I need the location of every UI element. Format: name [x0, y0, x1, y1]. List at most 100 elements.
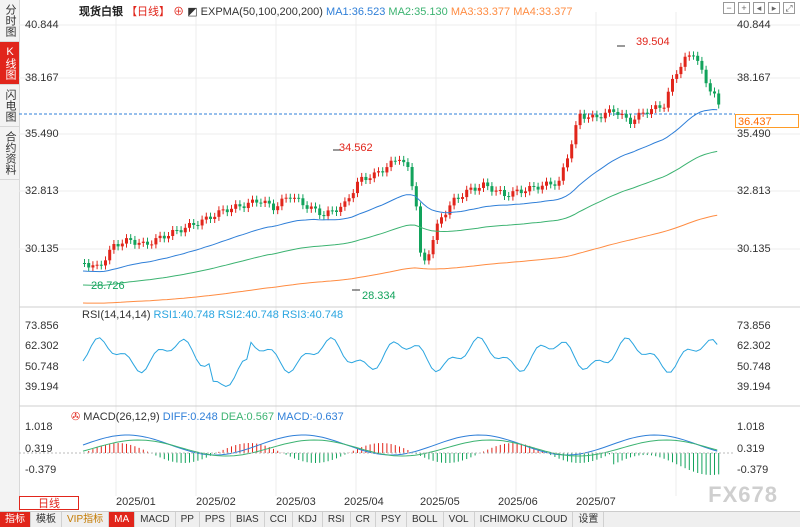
candle-body	[154, 238, 158, 245]
candle-body	[360, 176, 364, 182]
tab-template[interactable]: 模板	[31, 512, 62, 527]
tab-pps[interactable]: PPS	[200, 512, 231, 527]
candle-body	[717, 93, 721, 105]
candle-body	[515, 189, 519, 192]
move-right-icon[interactable]: ▸	[768, 2, 780, 14]
tab-flash-chart[interactable]: 闪电图	[0, 85, 19, 127]
candle-body	[696, 55, 700, 61]
tab-macd[interactable]: MACD	[135, 512, 176, 527]
tab-ichimoku-cloud[interactable]: ICHIMOKU CLOUD	[475, 512, 574, 527]
candle-body	[578, 113, 582, 126]
rsi-axis-label-right: 50.748	[737, 361, 771, 373]
candle-body	[683, 56, 687, 67]
zoom-in-icon[interactable]: +	[738, 2, 750, 14]
candle-body	[280, 198, 284, 207]
tab-cr[interactable]: CR	[351, 512, 376, 527]
candle-body	[675, 74, 679, 79]
zoom-out-icon[interactable]: −	[723, 2, 735, 14]
candle-body	[406, 162, 410, 168]
candle-body	[456, 197, 460, 199]
candle-body	[99, 264, 103, 266]
candle-body	[671, 78, 674, 92]
tab-settings[interactable]: 设置	[573, 512, 605, 527]
rsi-axis-label: 50.748	[25, 361, 59, 373]
candle-body	[389, 160, 393, 168]
candle-body	[574, 125, 578, 145]
rsi-axis-label: 62.302	[25, 340, 59, 352]
candlestick-series	[83, 51, 721, 272]
candle-body	[293, 197, 296, 199]
candle-body	[83, 263, 86, 264]
candle-body	[624, 113, 628, 118]
tab-psy[interactable]: PSY	[376, 512, 408, 527]
ma3-line	[82, 214, 718, 304]
y-axis-left-label: 32.813	[25, 185, 59, 197]
candle-body	[637, 112, 641, 120]
tab-ma[interactable]: MA	[109, 512, 136, 527]
chart-area[interactable]: 现货白银 【日线】 ⊕ ◩ EXPMA(50,100,200,200) MA1:…	[19, 0, 800, 496]
tab-indicator[interactable]: 指标	[0, 512, 31, 527]
tab-time-chart[interactable]: 分时图	[0, 0, 19, 42]
fullscreen-icon[interactable]: ⤢	[783, 2, 795, 14]
macd-dea-line	[82, 439, 718, 457]
y-axis-left-label: 40.844	[25, 19, 59, 31]
tab-kdj[interactable]: KDJ	[293, 512, 323, 527]
candle-body	[196, 224, 200, 226]
candle-body	[183, 227, 187, 233]
candle-body	[104, 260, 107, 266]
candle-body	[629, 117, 632, 124]
ma4-value: MA4:33.377	[513, 6, 573, 18]
candle-body	[192, 223, 196, 225]
candle-body	[322, 215, 326, 217]
tab-pp[interactable]: PP	[176, 512, 200, 527]
y-axis-left-label: 35.490	[25, 128, 59, 140]
candle-body	[645, 112, 649, 115]
candle-body	[603, 112, 607, 119]
candle-body	[347, 198, 351, 202]
watermark-logo: FX678	[708, 482, 778, 507]
x-axis-label: 2025/01	[116, 496, 156, 508]
tab-vip-indicator[interactable]: VIP指标	[62, 512, 110, 527]
macd-axis-label: 1.018	[25, 421, 53, 433]
rsi-axis-label: 73.856	[25, 320, 59, 332]
candle-body	[221, 209, 225, 211]
move-left-icon[interactable]: ◂	[753, 2, 765, 14]
cycle-icon[interactable]: ⊕	[173, 6, 185, 18]
tab-kline-chart[interactable]: K线图	[0, 42, 19, 85]
candle-body	[372, 172, 376, 179]
candle-body	[158, 235, 162, 239]
macd-axis-label: 0.319	[25, 443, 53, 455]
tab-rsi[interactable]: RSI	[323, 512, 351, 527]
tab-boll[interactable]: BOLL	[407, 512, 444, 527]
candle-body	[309, 206, 313, 209]
candle-body	[238, 204, 242, 207]
candle-body	[263, 200, 267, 204]
tab-cci[interactable]: CCI	[265, 512, 293, 527]
macd-header: ✇ MACD(26,12,9) DIFF:0.248 DEA:0.567 MAC…	[71, 410, 344, 423]
candle-body	[297, 197, 301, 199]
chart-toolbar: − + ◂ ▸ ⤢	[723, 2, 795, 14]
candle-body	[494, 190, 498, 192]
candle-body	[301, 198, 305, 206]
candle-body	[213, 216, 217, 220]
tab-contract-info[interactable]: 合约资料	[0, 127, 19, 180]
candle-body	[326, 210, 330, 217]
candle-body	[435, 223, 439, 241]
tab-vol[interactable]: VOL	[444, 512, 475, 527]
period-label: 【日线】	[126, 6, 171, 18]
candle-body	[108, 249, 112, 261]
candle-body	[402, 159, 406, 163]
chart-canvas[interactable]	[19, 0, 800, 496]
ma1-line	[82, 108, 718, 273]
candle-body	[377, 171, 380, 173]
candle-body	[511, 191, 515, 197]
candle-body	[242, 206, 246, 209]
candle-body	[532, 185, 536, 187]
candle-body	[343, 201, 347, 207]
candle-body	[545, 181, 548, 186]
period-select[interactable]: 日线	[19, 496, 79, 510]
candle-body	[431, 240, 435, 255]
tab-bias[interactable]: BIAS	[231, 512, 265, 527]
candle-body	[230, 208, 233, 213]
candle-body	[486, 182, 490, 187]
